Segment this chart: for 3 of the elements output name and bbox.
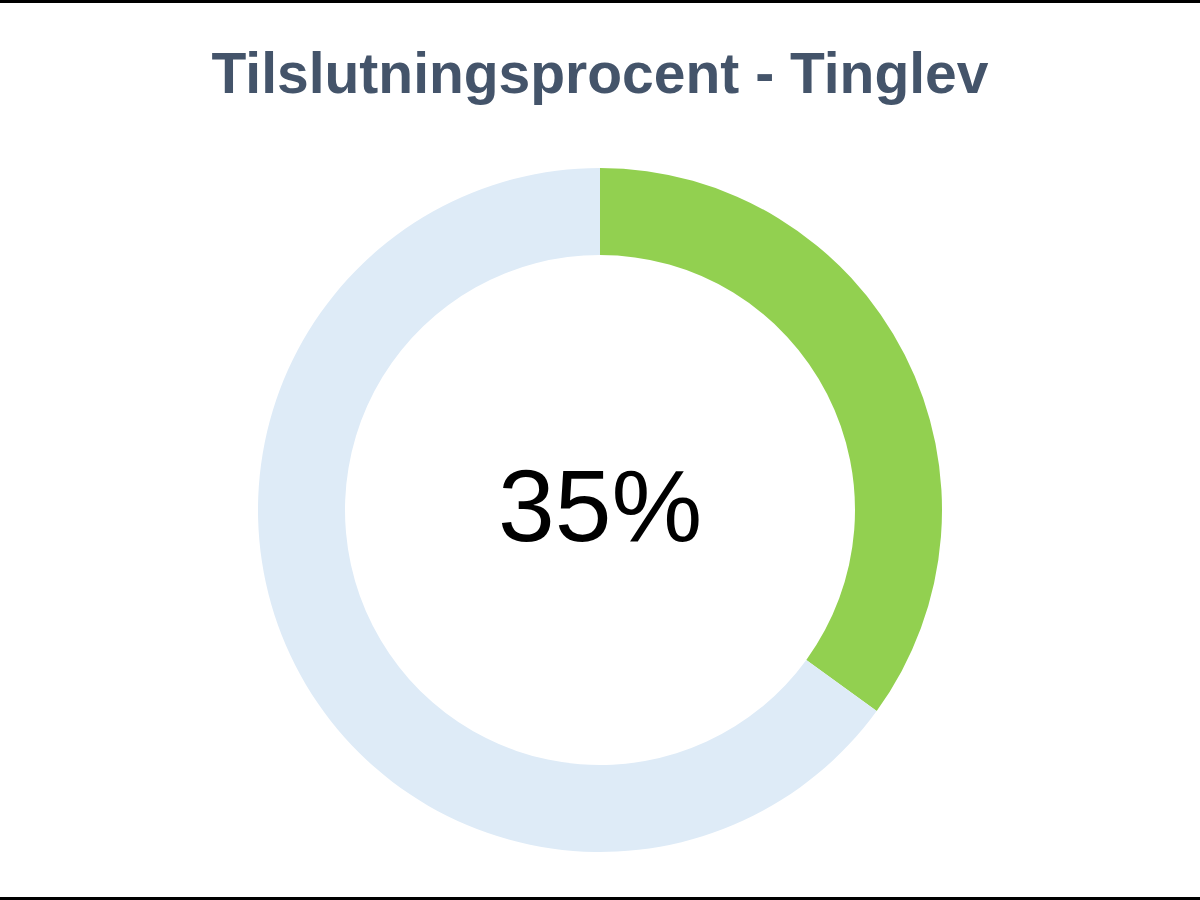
text: 35% — [497, 449, 703, 563]
chart-title: Tilslutningsprocent - Tinglev — [211, 41, 989, 105]
donut-slice — [258, 168, 877, 852]
